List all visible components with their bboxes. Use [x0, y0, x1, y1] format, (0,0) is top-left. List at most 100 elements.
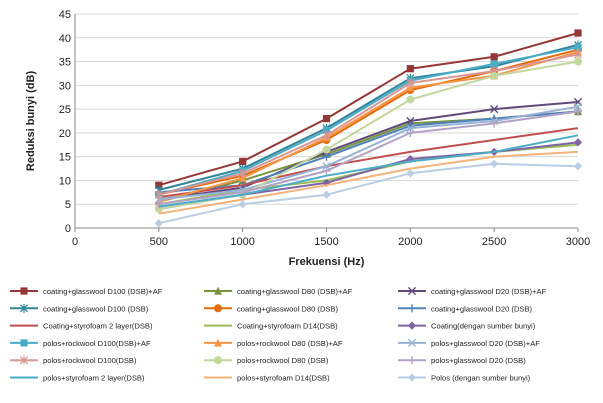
legend-label: Coating(dengan sumber bunyi) [431, 322, 536, 331]
data-point [573, 102, 583, 111]
legend-item: polos+glasswool D20 (DSB) [398, 356, 526, 365]
y-axis-title: Reduksi bunyi (dB) [25, 71, 37, 172]
data-point [574, 43, 582, 51]
legend-item: Coating(dengan sumber bunyi) [398, 321, 536, 331]
data-point [406, 78, 415, 88]
x-tick-label: 2500 [482, 236, 506, 248]
legend-label: coating+glasswool D20 (DSB) [431, 304, 533, 313]
legend-marker [407, 373, 417, 382]
legend-marker [407, 321, 417, 330]
legend-marker [214, 356, 222, 365]
legend-item: Polos (dengan sumber bunyi) [398, 373, 531, 383]
x-tick-label: 3000 [566, 236, 590, 248]
series-16 [158, 134, 579, 208]
legend-item: coating+glasswool D80 (DSB)+AF [204, 286, 353, 296]
legend-marker [214, 304, 222, 313]
data-point [406, 116, 415, 126]
x-tick-labels: 0 500 1000 1500 2000 2500 3000 [72, 228, 590, 248]
data-point [238, 200, 247, 209]
data-point [406, 124, 415, 133]
legend-label: polos+glasswool D20 (DSB) [431, 356, 526, 365]
data-point [490, 119, 499, 128]
legend-label: coating+glasswool D20 (DSB)+AF [431, 287, 547, 296]
legend-marker [214, 286, 222, 295]
legend-item: coating+glasswool D100 (DSB) [10, 303, 149, 313]
legend-marker [407, 338, 417, 347]
x-tick-label: 2000 [398, 236, 422, 248]
y-tick-label: 5 [65, 199, 71, 211]
y-tick-label: 10 [59, 175, 71, 187]
legend-marker [19, 303, 29, 313]
data-point [573, 162, 583, 171]
legend-label: polos+rockwool D80 (DSB)+AF [237, 339, 343, 348]
data-point [490, 60, 498, 68]
x-tick-label: 500 [150, 236, 168, 248]
series-line [158, 105, 579, 201]
data-point [406, 128, 415, 137]
data-point [238, 168, 247, 178]
data-point [322, 166, 331, 176]
legend-marker [407, 356, 417, 365]
legend-item: polos+rockwool D100(DSB) [10, 355, 137, 365]
x-tick-label: 1500 [314, 236, 338, 248]
data-point [322, 126, 331, 135]
legend-item: Coating+styrofoam D14(DSB) [204, 322, 338, 331]
series-line [158, 46, 579, 196]
series-lines [154, 29, 583, 228]
series-17 [158, 150, 579, 215]
series-7 [158, 127, 579, 199]
data-point [322, 162, 331, 171]
data-point [154, 190, 163, 200]
data-point [239, 157, 247, 166]
legend-marker [407, 286, 417, 296]
series-line [158, 43, 579, 191]
y-tick-label: 20 [59, 128, 71, 140]
series-18 [154, 159, 583, 228]
data-point [573, 138, 583, 147]
gridlines [75, 13, 578, 205]
y-tick-label: 40 [59, 33, 71, 45]
data-point [406, 95, 415, 104]
y-tick-label: 25 [59, 104, 71, 116]
data-point [490, 105, 499, 114]
legend-item: polos+rockwool D100(DSB)+AF [10, 339, 151, 348]
legend-label: polos+rockwool D80 (DSB) [237, 356, 329, 365]
legend-label: coating+glasswool D80 (DSB)+AF [237, 287, 353, 296]
series-14 [154, 57, 582, 213]
legend-item: polos+styrofoam D14(DSB) [204, 374, 330, 383]
data-point [155, 181, 163, 189]
legend-label: polos+rockwool D100(DSB)+AF [43, 339, 151, 348]
legend-marker [214, 338, 222, 347]
series-line [158, 51, 579, 203]
legend-label: Coating+styrofoam 2 layer(DSB) [43, 322, 153, 331]
data-point [406, 169, 415, 178]
y-tick-label: 0 [65, 223, 71, 235]
legend-marker [19, 355, 29, 365]
data-point [238, 173, 247, 182]
data-point [573, 107, 583, 116]
legend-label: polos+glasswool D20 (DSB)+AF [431, 339, 540, 348]
data-point [322, 115, 331, 123]
data-point [154, 219, 163, 228]
data-point [574, 29, 582, 37]
legend-label: polos+styrofoam 2 layer(DSB) [43, 374, 145, 383]
data-point [406, 65, 414, 73]
legend-label: coating+glasswool D80 (DSB) [237, 304, 339, 313]
data-point [573, 50, 583, 59]
legend-marker [20, 339, 28, 347]
legend: coating+glasswool D100 (DSB)+AF coating+g… [10, 286, 547, 383]
series-line [158, 134, 579, 208]
series-line [158, 110, 579, 206]
legend-item: coating+glasswool D20 (DSB)+AF [398, 286, 547, 296]
data-point [490, 159, 499, 168]
series-line [158, 32, 579, 187]
legend-item: polos+glasswool D20 (DSB)+AF [398, 338, 540, 348]
data-point [490, 71, 499, 80]
series-line [158, 150, 579, 215]
legend-item: coating+glasswool D80 (DSB) [204, 304, 339, 313]
series-line [158, 53, 579, 196]
data-point [490, 53, 498, 61]
y-tick-labels: 0 5 10 15 20 25 30 35 40 45 [59, 9, 71, 235]
legend-marker [20, 287, 28, 295]
